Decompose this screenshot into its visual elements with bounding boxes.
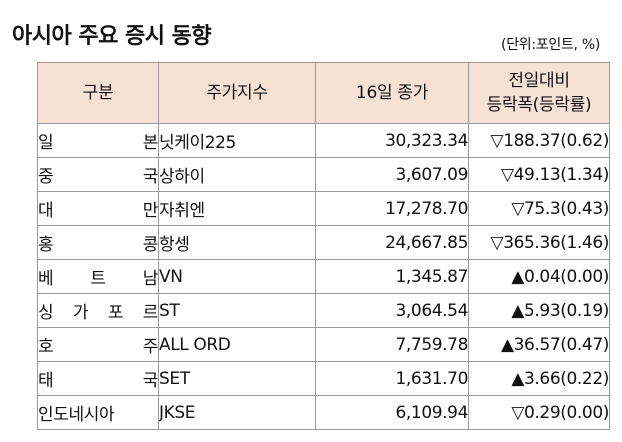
index-cell: SET (158, 361, 316, 396)
index-cell: ST (158, 293, 316, 328)
table-row: 인도네시아 JKSE 6,109.94 ▽0.29(0.00) (37, 395, 610, 430)
index-cell: 상하이 (158, 157, 316, 192)
header-market: 구분 (37, 62, 159, 124)
table-row: 태 국 SET 1,631.70 ▲3.66(0.22) (37, 361, 610, 396)
close-cell: 1,345.87 (315, 259, 469, 294)
table-row: 대 만 자취엔 17,278.70 ▽75.3(0.43) (37, 191, 610, 226)
market-cell: 태 국 (37, 361, 159, 396)
header-close: 16일 종가 (315, 62, 469, 124)
market-name: 홍 콩 (38, 235, 158, 255)
table-row: 싱 가 포 르 ST 3,064.54 ▲5.93(0.19) (37, 293, 610, 328)
index-cell: 자취엔 (158, 191, 316, 226)
close-cell: 17,278.70 (315, 191, 469, 226)
close-cell: 3,064.54 (315, 293, 469, 328)
close-cell: 30,323.34 (315, 123, 469, 158)
unit-note: (단위:포인트, %) (501, 37, 600, 53)
change-cell: ▲0.04(0.00) (468, 259, 610, 294)
market-name: 태 국 (38, 371, 158, 391)
page-title: 아시아 주요 증시 동향 (12, 24, 212, 49)
market-cell: 일 본 (37, 123, 159, 158)
index-cell: JKSE (158, 395, 316, 430)
header-change-line1: 전일대비 (508, 71, 570, 91)
market-name: 베 트 남 (38, 269, 158, 289)
asia-markets-table: 구분 주가지수 16일 종가 전일대비 등락폭(등락률) 일 본 닛케이225 … (37, 62, 610, 430)
table-row: 중 국 상하이 3,607.09 ▽49.13(1.34) (37, 157, 610, 192)
change-cell: ▲3.66(0.22) (468, 361, 610, 396)
market-name: 중 국 (38, 167, 158, 187)
market-cell: 싱 가 포 르 (37, 293, 159, 328)
market-cell: 베 트 남 (37, 259, 159, 294)
index-cell: 항셍 (158, 225, 316, 260)
market-name: 일 본 (38, 133, 158, 153)
change-cell: ▲36.57(0.47) (468, 327, 610, 362)
market-cell: 중 국 (37, 157, 159, 192)
close-cell: 3,607.09 (315, 157, 469, 192)
table-row: 일 본 닛케이225 30,323.34 ▽188.37(0.62) (37, 123, 610, 158)
table-header-row: 구분 주가지수 16일 종가 전일대비 등락폭(등락률) (37, 62, 610, 124)
index-cell: VN (158, 259, 316, 294)
close-cell: 1,631.70 (315, 361, 469, 396)
header-index: 주가지수 (158, 62, 316, 124)
change-cell: ▽188.37(0.62) (468, 123, 610, 158)
market-name: 호 주 (38, 337, 158, 357)
table-row: 호 주 ALL ORD 7,759.78 ▲36.57(0.47) (37, 327, 610, 362)
market-cell: 인도네시아 (37, 395, 159, 430)
change-cell: ▽365.36(1.46) (468, 225, 610, 260)
close-cell: 24,667.85 (315, 225, 469, 260)
market-name: 싱 가 포 르 (38, 303, 158, 323)
header-change-line2: 등락폭(등락률) (486, 95, 592, 115)
market-cell: 호 주 (37, 327, 159, 362)
index-cell: 닛케이225 (158, 123, 316, 158)
index-cell: ALL ORD (158, 327, 316, 362)
table-row: 홍 콩 항셍 24,667.85 ▽365.36(1.46) (37, 225, 610, 260)
market-name: 대 만 (38, 201, 158, 221)
change-cell: ▽0.29(0.00) (468, 395, 610, 430)
header-change: 전일대비 등락폭(등락률) (468, 62, 610, 124)
market-name: 인도네시아 (38, 405, 115, 425)
table-row: 베 트 남 VN 1,345.87 ▲0.04(0.00) (37, 259, 610, 294)
change-cell: ▲5.93(0.19) (468, 293, 610, 328)
close-cell: 7,759.78 (315, 327, 469, 362)
market-cell: 홍 콩 (37, 225, 159, 260)
change-cell: ▽75.3(0.43) (468, 191, 610, 226)
change-cell: ▽49.13(1.34) (468, 157, 610, 192)
close-cell: 6,109.94 (315, 395, 469, 430)
market-cell: 대 만 (37, 191, 159, 226)
